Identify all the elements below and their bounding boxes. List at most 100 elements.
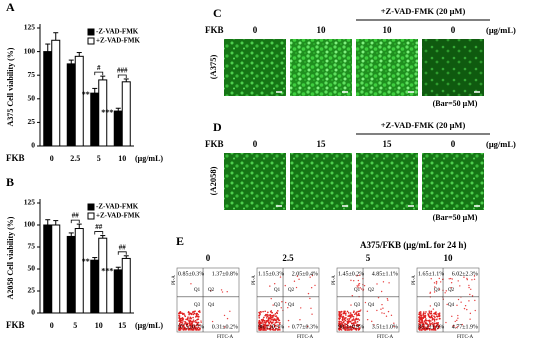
event-dot — [436, 318, 438, 320]
x-axis-title: FITC-A — [217, 335, 234, 340]
event-dot — [269, 317, 271, 319]
event-dot — [266, 315, 268, 317]
micrograph — [224, 153, 286, 210]
bar — [113, 110, 123, 147]
event-dot — [423, 327, 426, 330]
event-dot — [270, 325, 273, 328]
event-dot — [424, 321, 426, 324]
micrograph — [290, 39, 352, 96]
event-dot — [277, 317, 280, 320]
panel-label: A — [6, 0, 15, 14]
event-dot — [357, 318, 359, 320]
event-dot — [192, 313, 195, 316]
event-dot — [270, 319, 272, 321]
bar — [113, 269, 123, 314]
event-dot — [436, 327, 439, 330]
event-dot — [196, 322, 199, 325]
bar — [51, 39, 61, 147]
event-dot — [438, 313, 440, 316]
quadrant-value: 2.05±0.4% — [292, 271, 318, 277]
bar — [51, 224, 61, 314]
event-dot — [471, 279, 473, 281]
quadrant-name: Q3 — [354, 303, 361, 308]
significance-mark: ### — [117, 67, 128, 75]
event-dot — [284, 301, 287, 304]
event-dot — [259, 322, 262, 324]
significance-bracket — [70, 219, 80, 224]
bar — [74, 55, 84, 147]
event-dot — [469, 318, 471, 320]
event-dot — [382, 281, 385, 283]
event-dot — [189, 319, 191, 322]
event-dot — [272, 317, 274, 319]
event-dot — [194, 325, 196, 328]
event-dot — [264, 322, 267, 324]
event-dot — [182, 320, 184, 322]
panel-label: C — [213, 6, 222, 20]
event-dot — [356, 315, 358, 317]
event-dot — [190, 283, 192, 285]
event-dot — [385, 315, 388, 317]
event-dot — [188, 324, 191, 326]
event-dot — [191, 320, 194, 323]
event-dot — [190, 320, 193, 323]
event-dot — [428, 319, 431, 322]
event-dot — [340, 310, 343, 313]
event-dot — [428, 329, 431, 331]
event-dot — [439, 281, 442, 283]
dose-label: 10 — [444, 253, 454, 263]
event-dot — [358, 319, 361, 321]
event-dot — [270, 297, 272, 300]
event-dot — [188, 320, 190, 322]
event-dot — [390, 314, 393, 317]
panel-label: B — [6, 175, 14, 189]
y-tick-label: 100 — [24, 220, 36, 229]
y-tick-label: 100 — [24, 46, 36, 55]
event-dot — [423, 311, 425, 313]
event-dot — [277, 319, 280, 321]
event-dot — [268, 314, 270, 316]
event-dot — [359, 287, 361, 289]
event-dot — [430, 312, 433, 315]
event-dot — [346, 310, 349, 313]
event-dot — [186, 317, 189, 320]
event-dot — [200, 320, 202, 322]
event-dot — [357, 279, 360, 282]
treatment-label: +Z-VAD-FMK (20 μM) — [381, 120, 466, 130]
event-dot — [356, 318, 358, 321]
event-dot — [352, 326, 354, 329]
event-dot — [434, 326, 437, 328]
event-dot — [421, 319, 423, 321]
event-dot — [418, 320, 420, 322]
event-dot — [421, 314, 423, 317]
x-tick-label: 0 — [50, 321, 54, 330]
event-dot — [434, 318, 436, 321]
event-dot — [338, 329, 341, 331]
event-dot — [457, 325, 459, 328]
event-dot — [363, 284, 366, 287]
event-dot — [435, 311, 437, 313]
event-dot — [466, 278, 468, 281]
y-tick-label: 0 — [31, 308, 35, 317]
event-dot — [197, 313, 199, 316]
x-axis-title: FITC-A — [457, 335, 474, 340]
event-dot — [192, 329, 195, 331]
event-dot — [195, 312, 198, 315]
event-dot — [347, 326, 349, 329]
event-dot — [183, 323, 186, 325]
event-dot — [434, 316, 436, 319]
event-dot — [433, 315, 435, 317]
quadrant-value: 3.51±1.0% — [372, 324, 398, 330]
x-tick-label: 2.5 — [70, 154, 80, 163]
event-dot — [355, 321, 357, 323]
x-axis-title: FITC-A — [377, 335, 394, 340]
bar — [121, 257, 131, 314]
significance-mark: ## — [72, 212, 80, 220]
y-tick-label: 25 — [28, 286, 36, 295]
event-dot — [262, 329, 265, 331]
bar — [90, 92, 100, 147]
event-dot — [275, 327, 278, 330]
quadrant-name: Q1 — [194, 288, 201, 293]
event-dot — [277, 321, 279, 324]
event-dot — [358, 328, 361, 331]
